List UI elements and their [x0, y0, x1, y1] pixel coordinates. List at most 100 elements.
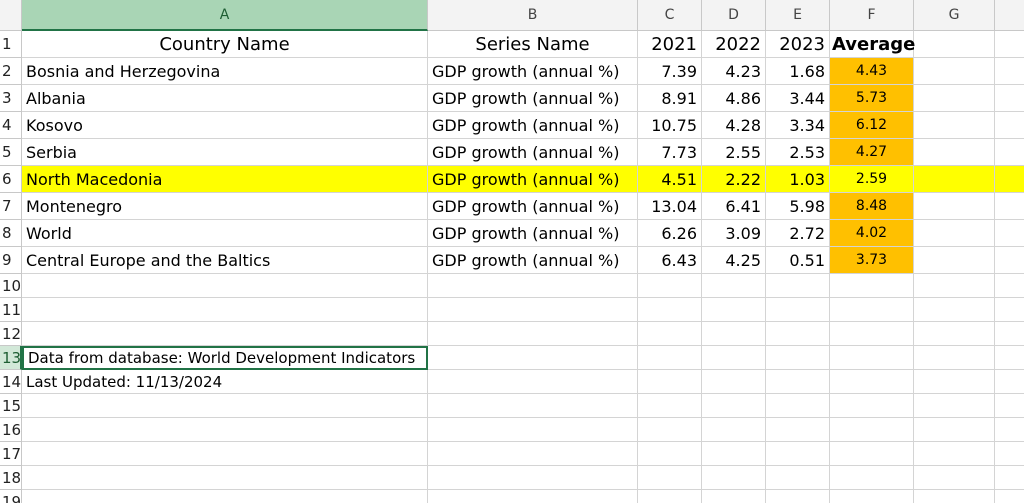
empty-cell[interactable]: [638, 274, 702, 298]
cell[interactable]: 4.28: [702, 112, 766, 139]
empty-cell[interactable]: [428, 442, 638, 466]
empty-cell[interactable]: [830, 298, 914, 322]
empty-cell[interactable]: [428, 418, 638, 442]
cell[interactable]: 6.26: [638, 220, 702, 247]
empty-cell[interactable]: [22, 418, 428, 442]
cell[interactable]: Bosnia and Herzegovina: [22, 58, 428, 85]
empty-cell[interactable]: [914, 298, 995, 322]
cell[interactable]: 2.53: [766, 139, 830, 166]
cell[interactable]: Data from database: World Development In…: [22, 346, 428, 370]
cell[interactable]: 2021: [638, 31, 702, 58]
empty-cell[interactable]: [766, 370, 830, 394]
cell[interactable]: GDP growth (annual %): [428, 85, 638, 112]
cell[interactable]: Serbia: [22, 139, 428, 166]
empty-cell[interactable]: [766, 346, 830, 370]
cell[interactable]: 8.91: [638, 85, 702, 112]
empty-cell[interactable]: [995, 298, 1024, 322]
row-number[interactable]: 12: [0, 322, 22, 346]
cell[interactable]: World: [22, 220, 428, 247]
empty-cell[interactable]: [995, 247, 1024, 274]
empty-cell[interactable]: [995, 466, 1024, 490]
empty-cell[interactable]: [914, 247, 995, 274]
empty-cell[interactable]: [914, 490, 995, 503]
row-number[interactable]: 1: [0, 31, 22, 58]
empty-cell[interactable]: [830, 322, 914, 346]
column-header[interactable]: C: [638, 0, 702, 31]
cell[interactable]: 3.34: [766, 112, 830, 139]
empty-cell[interactable]: [995, 220, 1024, 247]
cell[interactable]: Country Name: [22, 31, 428, 58]
cell[interactable]: 2.22: [702, 166, 766, 193]
empty-cell[interactable]: [22, 322, 428, 346]
row-number[interactable]: 4: [0, 112, 22, 139]
cell[interactable]: GDP growth (annual %): [428, 166, 638, 193]
empty-cell[interactable]: [914, 85, 995, 112]
empty-cell[interactable]: [428, 298, 638, 322]
empty-cell[interactable]: [995, 490, 1024, 503]
row-number[interactable]: 6: [0, 166, 22, 193]
empty-cell[interactable]: [766, 466, 830, 490]
row-number[interactable]: 9: [0, 247, 22, 274]
row-number[interactable]: 15: [0, 394, 22, 418]
cell[interactable]: 6.12: [830, 112, 914, 139]
cell[interactable]: Montenegro: [22, 193, 428, 220]
cell[interactable]: 2.59: [830, 166, 914, 193]
cell[interactable]: 4.27: [830, 139, 914, 166]
cell[interactable]: GDP growth (annual %): [428, 193, 638, 220]
empty-cell[interactable]: [22, 298, 428, 322]
empty-cell[interactable]: [995, 346, 1024, 370]
empty-cell[interactable]: [766, 490, 830, 503]
cell[interactable]: Central Europe and the Baltics: [22, 247, 428, 274]
row-number[interactable]: 2: [0, 58, 22, 85]
empty-cell[interactable]: [428, 346, 638, 370]
cell[interactable]: Kosovo: [22, 112, 428, 139]
empty-cell[interactable]: [428, 370, 638, 394]
empty-cell[interactable]: [830, 442, 914, 466]
column-header[interactable]: E: [766, 0, 830, 31]
column-header[interactable]: [995, 0, 1024, 31]
empty-cell[interactable]: [22, 466, 428, 490]
row-number[interactable]: 3: [0, 85, 22, 112]
row-number[interactable]: 7: [0, 193, 22, 220]
empty-cell[interactable]: [766, 394, 830, 418]
column-header[interactable]: A: [22, 0, 428, 31]
empty-cell[interactable]: [428, 490, 638, 503]
cell[interactable]: 1.68: [766, 58, 830, 85]
empty-cell[interactable]: [638, 346, 702, 370]
row-number[interactable]: 5: [0, 139, 22, 166]
empty-cell[interactable]: [995, 112, 1024, 139]
empty-cell[interactable]: [914, 418, 995, 442]
cell[interactable]: Average: [830, 31, 915, 58]
empty-cell[interactable]: [638, 466, 702, 490]
empty-cell[interactable]: [702, 346, 766, 370]
column-header[interactable]: F: [830, 0, 914, 31]
empty-cell[interactable]: [830, 490, 914, 503]
empty-cell[interactable]: [22, 394, 428, 418]
empty-cell[interactable]: [995, 274, 1024, 298]
column-header[interactable]: B: [428, 0, 638, 31]
empty-cell[interactable]: [914, 31, 995, 58]
empty-cell[interactable]: [914, 346, 995, 370]
empty-cell[interactable]: [914, 193, 995, 220]
empty-cell[interactable]: [428, 322, 638, 346]
empty-cell[interactable]: [995, 394, 1024, 418]
empty-cell[interactable]: [914, 112, 995, 139]
cell[interactable]: 3.44: [766, 85, 830, 112]
row-number[interactable]: 17: [0, 442, 22, 466]
empty-cell[interactable]: [428, 466, 638, 490]
cell[interactable]: GDP growth (annual %): [428, 58, 638, 85]
row-number[interactable]: 16: [0, 418, 22, 442]
empty-cell[interactable]: [830, 394, 914, 418]
empty-cell[interactable]: [22, 442, 428, 466]
cell[interactable]: 5.73: [830, 85, 914, 112]
empty-cell[interactable]: [914, 466, 995, 490]
cell[interactable]: 2022: [702, 31, 766, 58]
empty-cell[interactable]: [995, 85, 1024, 112]
empty-cell[interactable]: [638, 490, 702, 503]
cell[interactable]: 5.98: [766, 193, 830, 220]
empty-cell[interactable]: [638, 370, 702, 394]
cell[interactable]: 4.51: [638, 166, 702, 193]
empty-cell[interactable]: [914, 394, 995, 418]
empty-cell[interactable]: [914, 58, 995, 85]
empty-cell[interactable]: [830, 418, 914, 442]
